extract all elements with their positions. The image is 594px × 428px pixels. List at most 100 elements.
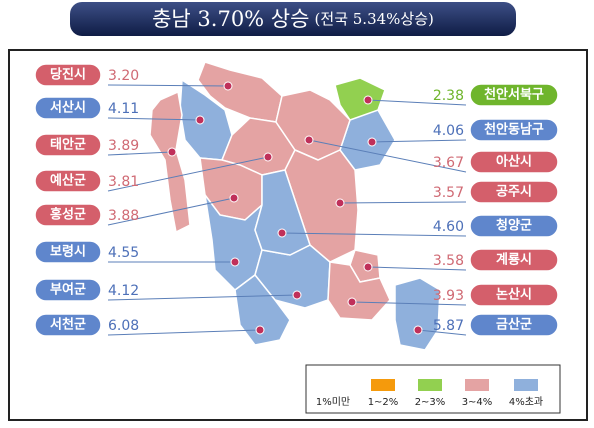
region-dot [304,135,314,145]
region-label-pill [469,248,559,272]
region-dot [195,115,205,125]
region-name: 논산시 [496,287,532,303]
region-name: 예산군 [50,173,86,189]
region-label-pill [469,313,559,337]
region-label-pill [34,278,102,302]
region-name: 천안서북구 [484,87,544,103]
leader-line [339,201,467,204]
region-value: 4.11 [108,101,139,117]
map [149,61,441,351]
region-label-pill [469,180,559,204]
leader-line [107,84,229,87]
leader-line [367,99,467,106]
region-dot [255,325,265,335]
title-banner [70,2,516,36]
region-label-pill [34,169,102,193]
region-dot [223,81,233,91]
legend-swatch [418,379,442,391]
leader-line [107,294,298,301]
leader-line [107,329,261,336]
region-value: 3.88 [108,208,139,224]
legend-label: 1%미만 [316,396,350,408]
region-name: 태안군 [50,137,86,153]
region-dot [229,193,239,203]
region-shape [234,273,291,346]
region-value: 3.20 [108,68,139,84]
legend-swatch [371,379,395,391]
title: 충남 3.70% 상승 (전국 5.34%상승) [152,7,434,31]
region-dot [335,198,345,208]
region-value: 3.93 [433,288,464,304]
region-value: 4.55 [108,245,139,261]
region-shape [149,90,191,234]
region-name: 당진시 [50,67,86,83]
region-name: 공주시 [496,185,532,200]
region-label-pill [34,96,102,120]
legend-label: 2~3% [415,397,446,408]
region-label-pill [469,118,559,142]
region-shape [254,169,311,256]
region-dot [367,137,377,147]
region-value: 3.57 [433,185,464,201]
region-value: 4.12 [108,283,139,299]
region-name: 청양군 [496,218,532,234]
region-shape [327,261,391,321]
region-dot [413,325,423,335]
region-name: 천안동남구 [484,122,544,138]
region-shape [394,277,441,351]
region-name: 금산군 [496,317,532,333]
region-dot [230,257,240,267]
leader-line [107,156,269,192]
leader-line [308,139,467,173]
legend-label: 4%초과 [509,396,543,408]
region-name: 계룡시 [496,253,532,268]
region-label-pill [34,133,102,157]
title-sub: (전국 5.34%상승) [315,10,434,28]
legend-swatch [465,379,489,391]
region-value: 4.06 [433,123,464,139]
legend-swatch [514,379,538,391]
region-dot [363,262,373,272]
region-value: 3.58 [433,253,464,269]
region-name: 서천군 [50,318,86,333]
legend-label: 3~4% [462,397,493,408]
leader-line [107,117,201,121]
region-dot [277,228,287,238]
region-name: 홍성군 [50,207,86,223]
region-label-pill [34,313,102,337]
region-label-pill [469,83,559,107]
region-dot [363,95,373,105]
leader-line [371,139,467,143]
leader-line [107,151,173,156]
region-dot [167,147,177,157]
leader-line [417,329,467,336]
region-name: 보령시 [50,245,86,260]
region-label-pill [469,214,559,238]
region-value: 3.67 [433,155,464,171]
region-value: 2.38 [433,88,464,104]
region-label-pill [34,203,102,227]
region-label-pill [34,240,102,264]
leader-line [351,301,467,306]
labels: 당진시 3.20 서산시 4.11 태안군 3.89 예산군 3.81 홍성군 3.88 보령시 4.… [34,63,559,337]
region-value: 3.81 [108,174,139,190]
region-label-pill [469,283,559,307]
title-main: 충남 3.70% 상승 [152,7,309,31]
region-name: 부여군 [50,282,86,298]
region-value: 3.89 [108,138,139,154]
region-label-pill [469,150,559,174]
legend: 1%미만 1~2% 2~3% 3~4% 4%초과 [316,379,543,408]
region-label-pill [34,63,102,87]
leader-line [107,197,235,226]
region-name: 아산시 [496,154,532,170]
region-value: 4.60 [433,219,464,235]
region-value: 5.87 [433,318,464,334]
region-dot [292,290,302,300]
leader-line [281,232,467,237]
region-name: 서산시 [50,100,86,116]
region-dot [347,297,357,307]
region-dot [263,152,273,162]
leader-line [367,266,467,271]
